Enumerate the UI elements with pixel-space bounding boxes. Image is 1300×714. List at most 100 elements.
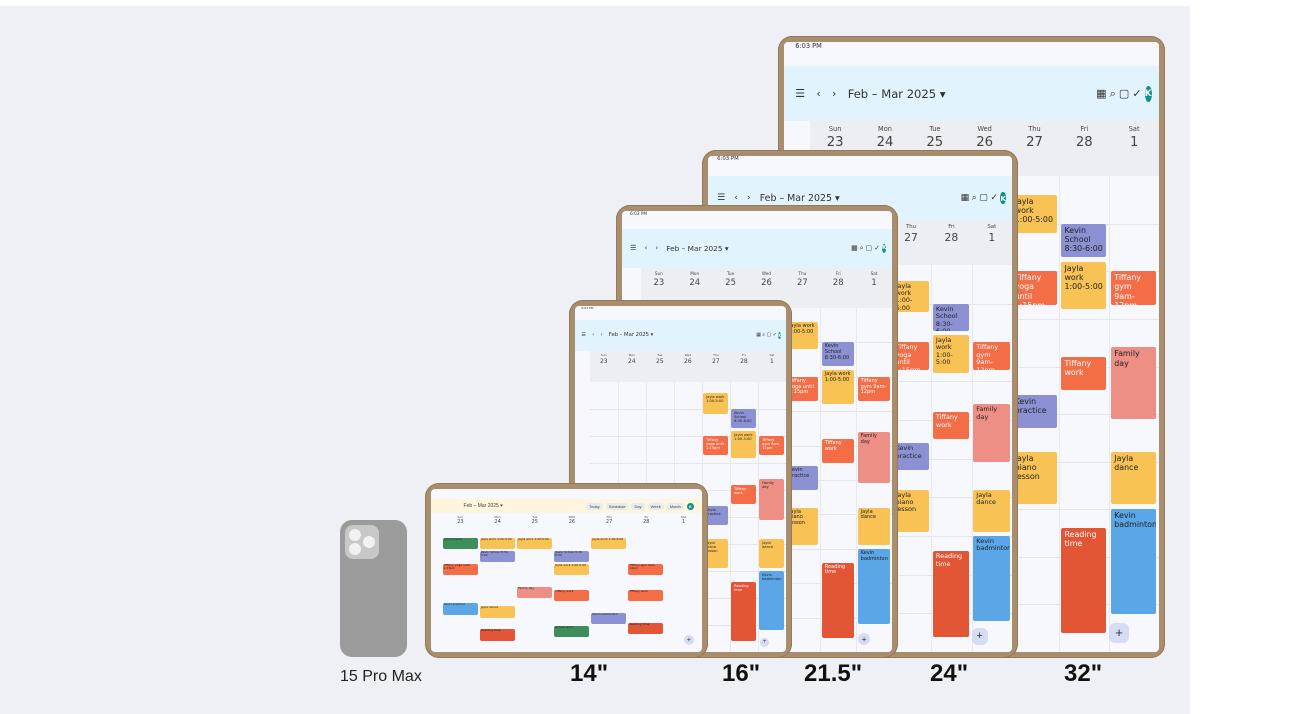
day-header[interactable]: Thu 27 (702, 351, 730, 382)
event-block[interactable]: Kevin School 8:30-6:00 (821, 342, 855, 367)
event-block[interactable]: School work (442, 537, 478, 550)
view-month-button[interactable]: Month (666, 502, 684, 510)
avatar[interactable]: K (686, 502, 694, 510)
view-grid-icon[interactable]: ▦ (851, 244, 858, 253)
event-block[interactable]: Kevin practice (703, 506, 729, 526)
view-week-button[interactable]: Week (647, 502, 664, 510)
event-block[interactable]: Kevin badminton (759, 571, 785, 631)
day-header[interactable]: Fri 28 (820, 268, 856, 308)
view-grid-icon[interactable]: ▦ (960, 193, 970, 204)
chevron-right-icon[interactable]: › (600, 332, 603, 339)
event-block[interactable]: Jayla dance (759, 538, 785, 569)
event-block[interactable]: Reading time (1061, 528, 1107, 633)
event-block[interactable]: Tiffany gym 9am-12pm (628, 563, 664, 576)
avatar[interactable]: K (778, 331, 782, 339)
date-range-title[interactable]: Feb – Mar 2025 ▾ (847, 86, 946, 101)
day-header[interactable]: Sat 1 (972, 220, 1012, 265)
event-block[interactable]: Kevin School 8:30-6:00 (731, 409, 757, 428)
event-block[interactable]: Kevin practice (1011, 395, 1057, 429)
day-header[interactable]: Fri 28 (643, 515, 650, 526)
date-range-title[interactable]: Feb – Mar 2025 ▾ (759, 192, 840, 204)
tasks-icon[interactable]: ✓ (1132, 87, 1142, 101)
avatar[interactable]: K (1000, 191, 1006, 205)
view-day-button[interactable]: Day (631, 502, 645, 510)
event-block[interactable]: Kevin badminton (1111, 509, 1157, 614)
event-block[interactable]: Kevin School 8:30-6:00 (479, 550, 515, 563)
search-icon[interactable]: ⌕ (859, 243, 864, 252)
avatar[interactable]: K (881, 243, 887, 254)
avatar[interactable]: K (1144, 86, 1152, 102)
event-block[interactable]: Jayla work 1:00-5:00 (554, 563, 590, 576)
calendar-today-icon[interactable]: ▢ (766, 332, 772, 339)
event-block[interactable]: Jayla dance (857, 507, 890, 546)
search-icon[interactable]: ⌕ (971, 193, 977, 204)
calendar-today-icon[interactable]: ▢ (865, 244, 873, 253)
event-block[interactable]: Jayla dance (973, 489, 1010, 533)
add-event-button[interactable]: + (857, 632, 871, 646)
week-grid[interactable]: Jayla work 1:00-5:00 Kevin School 8:30-6:… (589, 382, 786, 652)
search-icon[interactable]: ⌕ (762, 332, 766, 339)
event-block[interactable]: Jayla piano lesson (892, 489, 929, 533)
day-header[interactable]: Sat 1 (680, 515, 686, 526)
view-grid-icon[interactable]: ▦ (1096, 87, 1107, 101)
event-block[interactable]: Jayla work 1:00-5:00 (932, 334, 970, 374)
date-range-title[interactable]: Feb – Mar 2025 ▾ (608, 332, 654, 339)
chevron-right-icon[interactable]: › (832, 87, 837, 101)
event-block[interactable]: Jayla work 1:00-5:00 (892, 280, 929, 312)
event-block[interactable]: Kevin badminton (973, 535, 1010, 622)
chevron-left-icon[interactable]: ‹ (644, 244, 648, 253)
event-block[interactable]: Tiffany gym 9am-12pm (1111, 271, 1157, 305)
event-block[interactable]: Jayla work 1:00-5:00 (479, 537, 515, 550)
menu-icon[interactable]: ☰ (795, 87, 806, 101)
tasks-icon[interactable]: ✓ (990, 193, 998, 204)
day-header[interactable]: Sat 1 (856, 268, 892, 308)
add-event-button[interactable]: + (760, 637, 770, 647)
event-block[interactable]: Tiffany work (1061, 356, 1107, 391)
event-block[interactable]: Tiffany yoga until 1:15pm (892, 342, 929, 370)
calendar-today-icon[interactable]: ▢ (979, 193, 988, 204)
event-block[interactable]: Reading time (932, 551, 970, 637)
add-event-button[interactable]: + (683, 635, 694, 646)
event-block[interactable]: Tiffany gym 9am-12pm (759, 436, 785, 455)
event-block[interactable]: Reading time (479, 629, 515, 641)
day-header[interactable]: Fri 28 (931, 220, 971, 265)
event-block[interactable]: Jayla work 1:00-5:00 (731, 430, 757, 458)
event-block[interactable]: Kevin badminton (857, 548, 890, 625)
day-header[interactable]: Sat 1 (1109, 121, 1159, 176)
chevron-left-icon[interactable]: ‹ (816, 87, 821, 101)
add-event-button[interactable]: + (971, 628, 988, 645)
event-block[interactable]: Kevin practice (892, 443, 929, 471)
event-block[interactable]: Tiffany gym 9am-12pm (973, 342, 1010, 370)
event-block[interactable]: Tiffany yoga until 1:15pm (1011, 271, 1057, 305)
chevron-left-icon[interactable]: ‹ (592, 332, 595, 339)
day-header[interactable]: Fri 28 (730, 351, 758, 382)
event-block[interactable]: Tiffany work (554, 590, 590, 602)
event-block[interactable]: Jayla piano lesson (1011, 452, 1057, 505)
search-icon[interactable]: ⌕ (1109, 86, 1116, 100)
event-block[interactable]: Tiffany work (731, 484, 757, 504)
event-block[interactable]: Tiffany yoga until 1:15pm (442, 563, 478, 576)
calendar-today-icon[interactable]: ▢ (1118, 87, 1130, 101)
view-today-button[interactable]: Today (586, 502, 603, 510)
tasks-icon[interactable]: ✓ (874, 244, 881, 253)
day-header[interactable]: Thu 27 (1010, 121, 1060, 176)
event-block[interactable]: Kevin School 8:30-6:00 (932, 303, 970, 331)
date-range-title[interactable]: Feb – Mar 2025 ▾ (666, 243, 729, 253)
event-block[interactable]: Family day (973, 404, 1010, 463)
event-block[interactable]: Kevin School 8:30-6:00 (554, 550, 590, 563)
event-block[interactable]: Tiffany work (628, 590, 664, 602)
event-block[interactable]: Tiffany work (821, 438, 855, 463)
view-grid-icon[interactable]: ▦ (756, 332, 761, 339)
day-header[interactable]: Thu 27 (891, 220, 931, 265)
day-header[interactable]: Thu 27 (605, 515, 613, 526)
